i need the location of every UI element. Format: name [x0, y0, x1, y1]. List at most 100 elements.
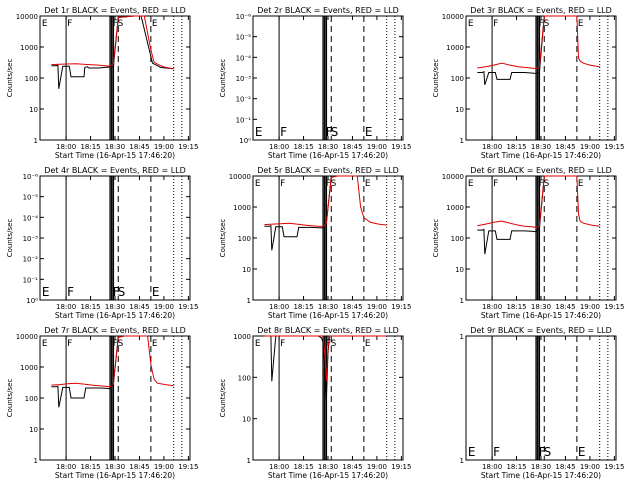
- segment-marker: E: [468, 179, 474, 189]
- x-tick-label: 18:30: [318, 303, 338, 311]
- y-axis-label: Counts/sec: [219, 379, 227, 418]
- x-axis-label: Start Time (16-Apr-15 17:46:20): [268, 471, 388, 480]
- segment-marker: F: [280, 125, 287, 139]
- panel-det-8: Det 8r BLACK = Events, RED = LLD 1 10 100 10…: [219, 326, 411, 480]
- y-tick-label: 10⁻¹: [236, 116, 252, 124]
- x-tick-label: 19:15: [604, 143, 624, 151]
- x-tick-label: 18:15: [506, 463, 526, 471]
- x-tick-label: 18:15: [293, 143, 313, 151]
- segment-marker: F: [493, 19, 498, 29]
- segment-marker: F: [493, 445, 500, 459]
- y-axis-label: Counts/sec: [219, 219, 227, 258]
- segment-marker: F: [493, 179, 498, 189]
- series-line-lld: [477, 15, 600, 70]
- segment-marker: F: [326, 125, 333, 139]
- x-tick-label: 19:00: [367, 303, 387, 311]
- plot-box: [252, 175, 404, 301]
- x-tick-label: 18:30: [105, 463, 125, 471]
- y-tick-label: 1: [34, 457, 38, 465]
- x-tick-label: 18:00: [269, 143, 289, 151]
- x-tick-label: 18:30: [318, 143, 338, 151]
- series-line-lld: [477, 175, 600, 228]
- x-tick-label: 18:30: [531, 463, 551, 471]
- y-axis-label: Counts/sec: [6, 59, 14, 98]
- y-tick-label: 100: [451, 75, 464, 83]
- x-tick-label: 18:15: [293, 463, 313, 471]
- y-axis-label: Counts/sec: [432, 219, 440, 258]
- y-tick-label: 10⁻³: [23, 235, 39, 243]
- x-tick-label: 19:00: [580, 463, 600, 471]
- y-tick-label: 1000: [233, 333, 251, 341]
- y-tick-label: 10⁻⁵: [236, 34, 252, 42]
- x-tick-label: 18:30: [318, 463, 338, 471]
- segment-marker: E: [255, 125, 263, 139]
- y-tick-label: 1: [247, 297, 251, 305]
- x-tick-label: 19:15: [178, 463, 198, 471]
- x-tick-label: 19:15: [391, 303, 411, 311]
- segment-marker: E: [365, 179, 371, 189]
- x-tick-label: 18:00: [269, 463, 289, 471]
- panel-det-6: Det 6r BLACK = Events, RED = LLD 1 10 100 10…: [432, 166, 624, 320]
- y-tick-label: 10⁻⁴: [236, 54, 252, 62]
- x-axis-label: Start Time (16-Apr-15 17:46:20): [481, 151, 601, 160]
- segment-marker: E: [365, 125, 373, 139]
- panel-title: Det 6r BLACK = Events, RED = LLD: [470, 166, 612, 175]
- series-line-lld: [51, 15, 174, 70]
- segment-marker: E: [578, 445, 586, 459]
- y-tick-label: 1000: [233, 204, 251, 212]
- panel-det-5: Det 5r BLACK = Events, RED = LLD 1 10 100 10…: [219, 166, 411, 320]
- y-tick-label: 100: [451, 235, 464, 243]
- segment-marker: E: [365, 339, 371, 349]
- segment-marker: E: [152, 19, 158, 29]
- x-tick-label: 18:45: [342, 463, 362, 471]
- x-axis-label: Start Time (16-Apr-15 17:46:20): [268, 311, 388, 320]
- segment-marker: S: [118, 285, 126, 299]
- y-tick-label: 10000: [229, 173, 251, 181]
- x-tick-label: 19:00: [154, 463, 174, 471]
- x-tick-label: 19:15: [178, 143, 198, 151]
- x-tick-label: 18:45: [555, 303, 575, 311]
- y-tick-label: 10: [242, 266, 251, 274]
- segment-marker: F: [67, 285, 74, 299]
- x-tick-label: 18:15: [80, 143, 100, 151]
- y-tick-label: 10000: [16, 333, 38, 341]
- y-tick-label: 1000: [446, 44, 464, 52]
- plot-box: [465, 15, 617, 141]
- panel-det-2: Det 2r BLACK = Events, RED = LLD 10⁰ 10⁻¹ 1…: [219, 6, 411, 160]
- segment-marker: F: [326, 179, 331, 189]
- segment-marker: S: [331, 125, 339, 139]
- y-tick-label: 1: [460, 457, 464, 465]
- x-tick-label: 19:00: [154, 303, 174, 311]
- x-tick-label: 18:15: [506, 143, 526, 151]
- y-axis-label: Counts/sec: [6, 219, 14, 258]
- x-tick-label: 19:00: [367, 143, 387, 151]
- segment-marker: E: [578, 179, 584, 189]
- series-line-lld: [264, 175, 387, 228]
- y-tick-label: 10⁻²: [236, 96, 252, 104]
- y-axis-label: Counts/sec: [432, 59, 440, 98]
- panel-det-9: Det 9r BLACK = Events, RED = LLD 1 1 18:00 1…: [460, 326, 625, 480]
- y-tick-label: 100: [238, 235, 251, 243]
- segment-marker: E: [152, 285, 160, 299]
- segment-marker: E: [152, 339, 158, 349]
- plot-box: [465, 175, 617, 301]
- y-tick-label: 10⁻⁵: [23, 194, 39, 202]
- segment-marker: F: [67, 19, 72, 29]
- x-tick-label: 18:45: [342, 143, 362, 151]
- x-tick-label: 18:30: [531, 143, 551, 151]
- x-tick-label: 18:45: [342, 303, 362, 311]
- x-tick-label: 19:15: [604, 303, 624, 311]
- x-tick-label: 18:45: [129, 303, 149, 311]
- y-tick-label: 10⁰: [239, 137, 251, 145]
- panel-title: Det 8r BLACK = Events, RED = LLD: [257, 326, 399, 335]
- x-tick-label: 18:00: [482, 143, 502, 151]
- y-tick-label: 100: [25, 75, 38, 83]
- x-tick-label: 19:15: [178, 303, 198, 311]
- y-tick-label: 10⁻⁶: [23, 173, 39, 181]
- segment-marker: F: [113, 19, 118, 29]
- y-tick-label: 100: [238, 374, 251, 382]
- segment-marker: S: [544, 445, 552, 459]
- x-axis-label: Start Time (16-Apr-15 17:46:20): [55, 471, 175, 480]
- panel-title: Det 7r BLACK = Events, RED = LLD: [44, 326, 186, 335]
- segment-marker: E: [42, 339, 48, 349]
